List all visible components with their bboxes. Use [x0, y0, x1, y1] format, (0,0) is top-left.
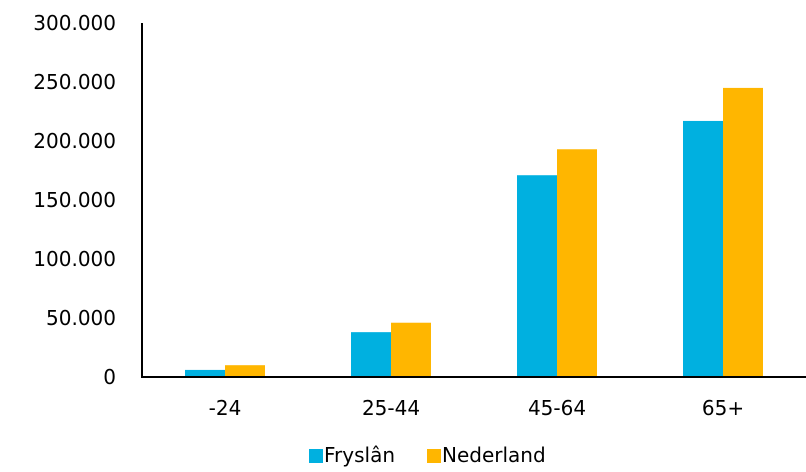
bar-nederland-2 — [391, 322, 431, 377]
y-tick-label: 100.000 — [33, 247, 116, 271]
y-tick-label: 250.000 — [33, 70, 116, 94]
legend-swatch-nederland — [427, 449, 441, 463]
y-tick-label: 300.000 — [33, 11, 116, 35]
bar-frysl-n-1 — [185, 369, 225, 377]
bar-frysl-n-2 — [351, 332, 391, 377]
legend: Fryslân Nederland — [309, 443, 546, 467]
y-tick-label: 200.000 — [33, 129, 116, 153]
y-tick-labels: 0 50.000 100.000 150.000 200.000 250.000 300.0… — [33, 11, 116, 389]
bar-frysl-n-3 — [517, 175, 557, 377]
x-tick-label: 25-44 — [362, 396, 420, 420]
legend-label-nederland: Nederland — [442, 443, 546, 467]
bar-nederland-3 — [557, 149, 597, 377]
bar-nederland-4 — [723, 87, 763, 378]
bars-layer — [185, 87, 763, 378]
legend-swatch-frysl-n — [309, 449, 323, 463]
x-tick-label: -24 — [209, 396, 242, 420]
x-tick-label: 65+ — [702, 396, 744, 420]
axes-layer — [141, 23, 806, 378]
legend-label-frysl-n: Fryslân — [324, 443, 395, 467]
bar-nederland-1 — [225, 365, 265, 377]
bar-frysl-n-4 — [683, 120, 723, 377]
y-tick-label: 0 — [103, 365, 116, 389]
x-tick-label: 45-64 — [528, 396, 586, 420]
x-tick-labels: -24 25-44 45-64 65+ — [209, 396, 744, 420]
y-tick-label: 150.000 — [33, 188, 116, 212]
y-tick-label: 50.000 — [46, 306, 116, 330]
